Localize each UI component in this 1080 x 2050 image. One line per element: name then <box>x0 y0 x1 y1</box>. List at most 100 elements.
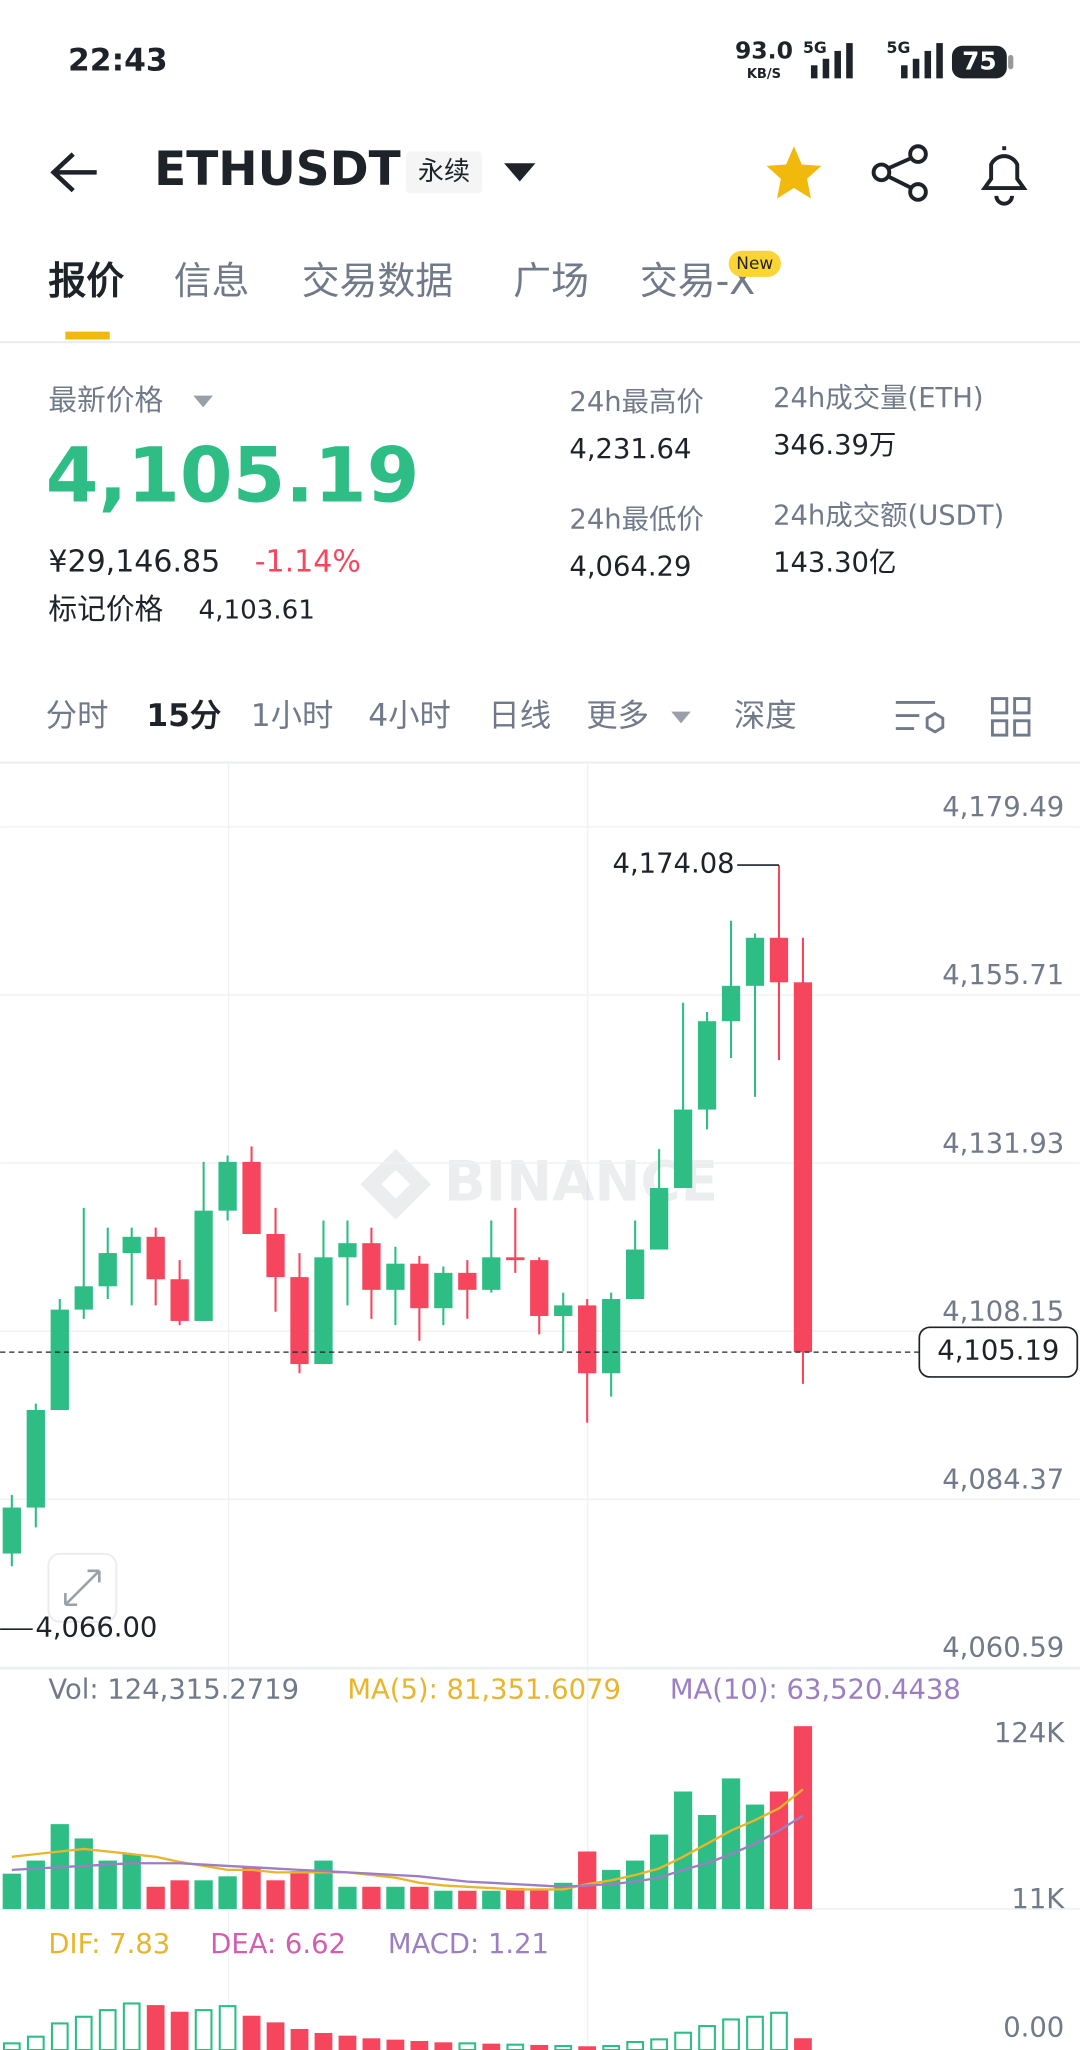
macd-bar <box>194 2009 213 2050</box>
volume-bar <box>2 1873 21 1909</box>
candle-body <box>578 1305 597 1374</box>
y-tick-label: 4,084.37 <box>942 1465 1064 1496</box>
interval-bar: 分时 15分 1小时 4小时 日线 更多 深度 <box>46 698 797 734</box>
volume-bar <box>530 1889 549 1909</box>
candle-body <box>242 1161 261 1234</box>
stat-label: 24h成交量(ETH) <box>773 383 984 414</box>
net-unit: KB/S <box>747 67 781 82</box>
volume-bar <box>721 1778 741 1909</box>
mark-price-label: 标记价格 <box>48 592 163 626</box>
candle-body <box>506 1257 525 1261</box>
macd-bar <box>722 2018 740 2050</box>
volume-bar <box>386 1886 405 1909</box>
macd-bar <box>50 2022 69 2050</box>
macd-tick-label: 0.00 <box>1003 2013 1064 2044</box>
interval[interactable]: 深度 <box>734 698 797 734</box>
interval[interactable]: 4小时 <box>368 698 451 734</box>
tab[interactable]: 报价 <box>48 259 124 303</box>
candle-body <box>745 937 765 986</box>
macd-bar <box>506 2043 525 2050</box>
min-marker: 4,066.00 <box>35 1613 157 1644</box>
candle-body <box>721 985 741 1022</box>
max-marker: 4,174.08 <box>613 849 735 880</box>
volume-bar <box>625 1860 645 1909</box>
dropdown-icon[interactable] <box>671 711 691 724</box>
macd-label: MACD: 1.21 <box>388 1929 549 1960</box>
stat-label: 24h成交额(USDT) <box>773 501 1004 532</box>
share-button[interactable] <box>871 144 928 202</box>
ma10-line <box>11 1814 804 1888</box>
interval[interactable]: 更多 <box>586 698 649 734</box>
stat-value: 143.30亿 <box>773 548 896 579</box>
layout-toggle[interactable] <box>990 697 1031 737</box>
candle-body <box>146 1236 165 1280</box>
volume-bar <box>266 1880 285 1909</box>
dropdown-icon[interactable] <box>193 395 213 408</box>
volume-bar <box>745 1804 765 1909</box>
volume-bar <box>649 1834 669 1909</box>
ma5-line <box>11 1788 804 1891</box>
last-price-box <box>918 1326 1079 1378</box>
interval[interactable]: 1小时 <box>251 698 334 734</box>
signal-bars <box>810 43 943 79</box>
back-button[interactable] <box>50 152 97 193</box>
volume-bar <box>793 1726 813 1909</box>
last-price-label: 最新价格 <box>48 383 163 417</box>
alert-bell[interactable] <box>980 146 1028 206</box>
candle-body <box>530 1260 549 1316</box>
macd-bar <box>98 2009 117 2050</box>
ma10-label: MA(10): 63,520.4438 <box>670 1674 961 1705</box>
candle-body <box>482 1257 501 1290</box>
stat-label: 24h最低价 <box>569 504 703 535</box>
volume-bar <box>458 1890 477 1909</box>
macd-bar <box>266 2022 285 2050</box>
stat-value: 4,064.29 <box>569 551 691 582</box>
macd-bar <box>770 2011 788 2050</box>
candle-body <box>314 1257 333 1365</box>
volume-bar <box>506 1888 525 1909</box>
volume-bar <box>673 1791 693 1909</box>
candle-body <box>362 1243 381 1290</box>
contract-tag-bg <box>406 151 482 194</box>
macd-bar <box>170 2011 189 2050</box>
interval[interactable]: 日线 <box>488 698 551 734</box>
price-change: -1.14% <box>255 544 361 579</box>
interval[interactable]: 15分 <box>146 698 221 734</box>
candle-body <box>218 1161 237 1211</box>
battery-tip <box>1008 54 1014 70</box>
macd-bar <box>602 2044 621 2050</box>
candle-body <box>434 1272 453 1309</box>
macd-bar <box>530 2044 549 2050</box>
macd-bar <box>434 2042 453 2050</box>
candle-body <box>793 982 813 1353</box>
macd-bar <box>746 2015 764 2050</box>
last-price: 4,105.19 <box>46 431 420 519</box>
volume-bar <box>410 1886 429 1909</box>
candle-body <box>170 1279 189 1321</box>
symbol[interactable]: ETHUSDT <box>154 142 401 197</box>
mark-price: 4,103.61 <box>199 596 315 626</box>
candle-body <box>338 1243 357 1258</box>
favorite-star[interactable] <box>766 146 822 199</box>
interval[interactable]: 分时 <box>46 698 109 734</box>
badge: New <box>736 254 773 274</box>
y-tick-label: 4,155.71 <box>942 960 1064 991</box>
volume-bar <box>194 1880 213 1909</box>
candle-body <box>554 1305 573 1316</box>
macd-bar <box>386 2039 405 2050</box>
indicator-settings[interactable] <box>895 701 945 734</box>
volume-bar <box>314 1860 333 1909</box>
macd-bar <box>626 2040 645 2050</box>
tab[interactable]: 信息 <box>174 259 250 303</box>
candle-body <box>769 937 789 983</box>
volume-bar <box>602 1869 621 1909</box>
candle-body <box>697 1021 717 1110</box>
symbol-dropdown[interactable] <box>504 163 536 182</box>
volume-bar <box>146 1886 165 1909</box>
macd-bar <box>554 2044 573 2050</box>
tab[interactable]: 交易数据 <box>302 259 453 303</box>
candle-body <box>290 1277 309 1365</box>
tab[interactable]: 广场 <box>513 259 589 303</box>
macd-bar <box>410 2040 429 2050</box>
